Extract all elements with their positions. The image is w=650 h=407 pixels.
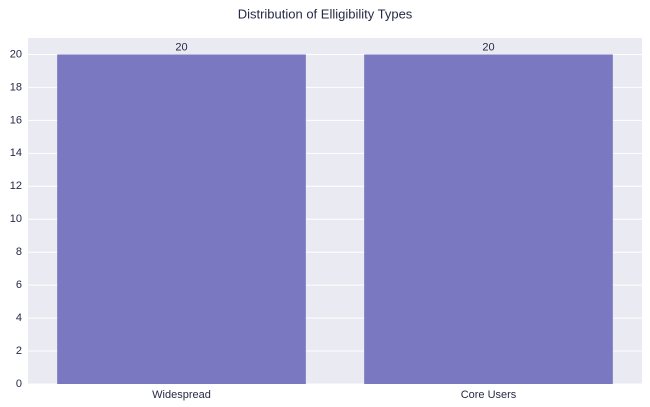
y-tick-label: 4 [16, 312, 22, 324]
bar [364, 54, 613, 384]
y-tick-label: 20 [10, 48, 22, 60]
y-tick-label: 16 [10, 114, 22, 126]
chart-title: Distribution of Elligibility Types [238, 6, 413, 21]
data-label: 20 [175, 41, 187, 53]
y-tick-label: 18 [10, 81, 22, 93]
y-tick-label: 8 [16, 246, 22, 258]
y-tick-label: 12 [10, 180, 22, 192]
y-tick-label: 0 [16, 378, 22, 390]
x-tick-label: Core Users [461, 389, 517, 401]
y-tick-label: 10 [10, 213, 22, 225]
data-label: 20 [482, 41, 494, 53]
bar [57, 54, 306, 384]
y-tick-label: 14 [10, 147, 22, 159]
y-tick-label: 2 [16, 345, 22, 357]
x-tick-label: Widespread [152, 389, 211, 401]
y-tick-label: 6 [16, 279, 22, 291]
